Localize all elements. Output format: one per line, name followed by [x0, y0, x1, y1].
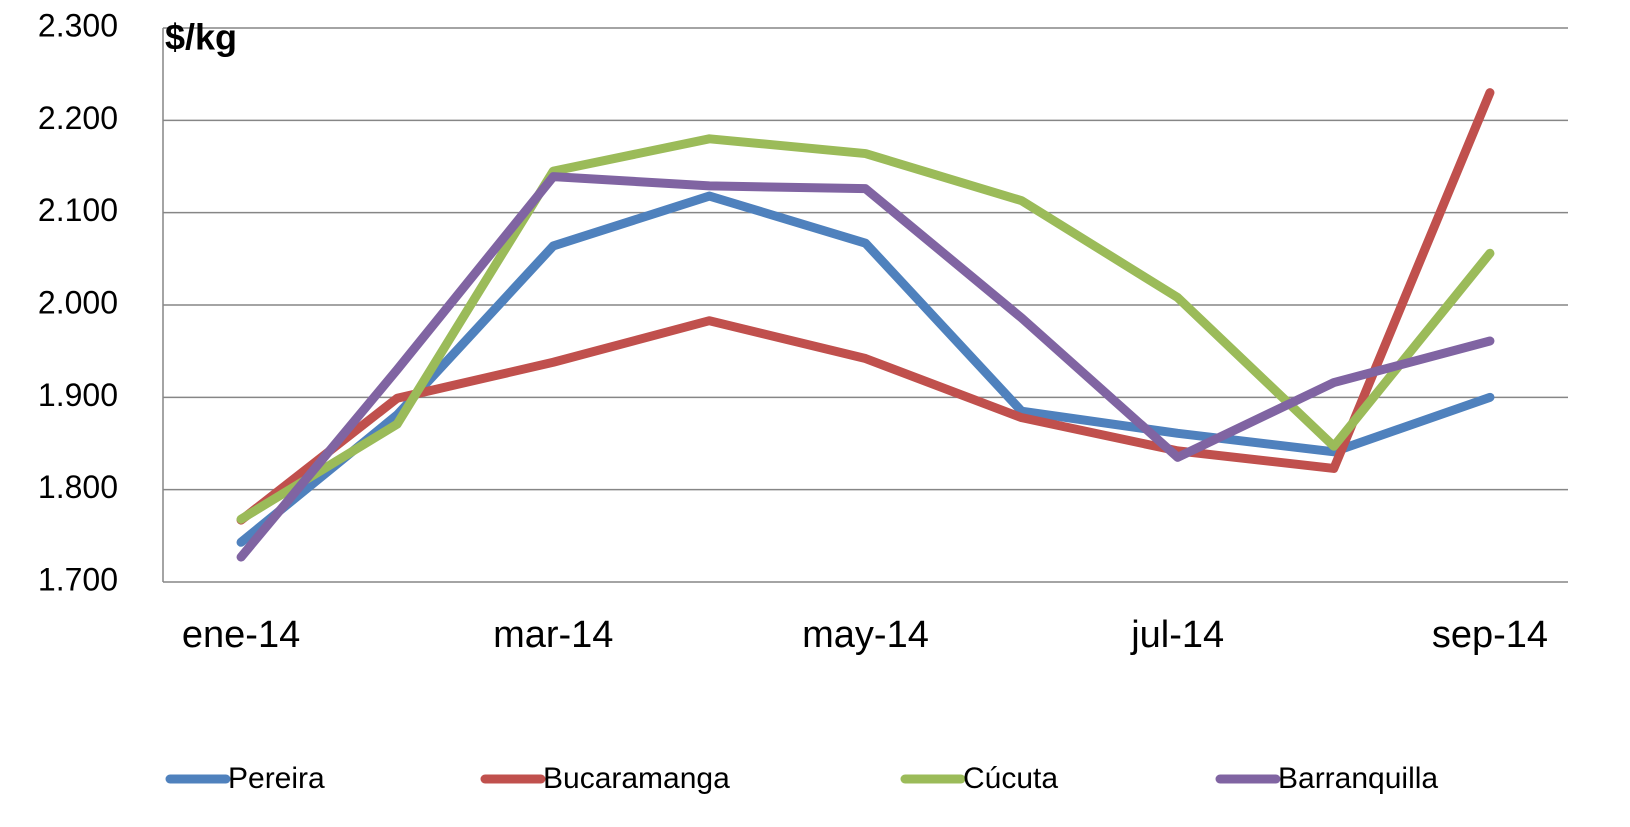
legend-label: Cúcuta [963, 762, 1058, 795]
legend-label: Pereira [228, 762, 325, 795]
y-tick-label: 2.200 [38, 100, 118, 136]
y-tick-label: 1.800 [38, 469, 118, 505]
series-line [236, 88, 1495, 525]
series-line [236, 134, 1495, 524]
x-tick-label: may-14 [802, 614, 929, 656]
legend-label: Barranquilla [1278, 762, 1438, 795]
y-tick-label: 1.700 [38, 561, 118, 597]
y-tick-label: 2.300 [38, 7, 118, 43]
y-tick-label: 1.900 [38, 377, 118, 413]
x-tick-label: sep-14 [1432, 614, 1548, 656]
legend-label: Bucaramanga [543, 762, 730, 795]
chart-title: $/kg [165, 17, 237, 58]
x-tick-label: mar-14 [493, 614, 613, 656]
x-tick-label: jul-14 [1130, 614, 1224, 656]
y-tick-label: 2.100 [38, 192, 118, 228]
x-tick-label: ene-14 [182, 614, 300, 656]
series-line [236, 172, 1495, 562]
y-tick-label: 2.000 [38, 284, 118, 320]
series-line [236, 191, 1495, 547]
